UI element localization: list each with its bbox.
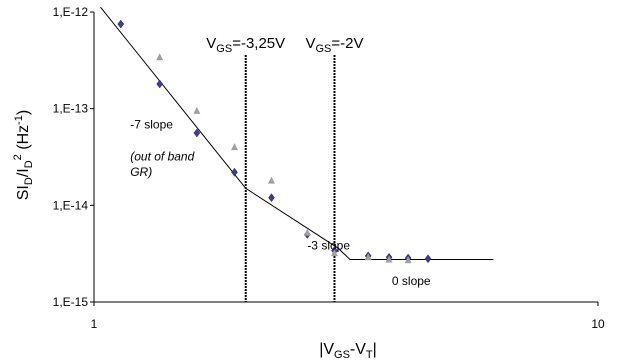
slope-annotation: -7 slope [130,118,173,132]
vertical-markers: VGS=-3,25V VGS=-2V [206,35,363,302]
x-tick-label: 1 [91,317,98,331]
triangle-point [268,176,275,184]
diamond-point [193,128,201,138]
triangle-point [364,253,372,261]
x-tick-label: 10 [591,317,605,331]
y-tick-label: 1,E-13 [53,102,89,116]
triangle-point [156,53,164,61]
data-points [117,19,432,264]
slope-annotation: (out of band [130,150,194,164]
y-tick-label: 1,E-15 [53,295,89,309]
triangle-point [193,106,201,114]
triangle-point [303,228,311,236]
triangle-point [330,249,338,257]
triangle-point [404,256,412,264]
vgs-marker-label: VGS=-3,25V [206,35,285,55]
y-axis-label: SID/ID2 (Hz-1) [12,110,35,200]
tick-labels: 1,E-12 1,E-13 1,E-14 1,E-151 10 [53,5,605,331]
diamond-point [424,254,432,264]
slope-annotation: 0 slope [392,274,431,288]
triangle-point [385,255,393,263]
diamond-point [268,193,275,203]
y-tick-label: 1,E-12 [53,5,89,19]
slope-annotation: GR) [130,165,152,179]
x-axis-label: |VGS-VT| [319,341,377,360]
y-tick-label: 1,E-14 [53,198,89,212]
diamond-point [156,79,164,89]
slope-annotation: -3 slope [307,238,350,252]
diamond-point [117,19,125,29]
vgs-marker-label: VGS=-2V [305,35,363,55]
diamond-point [231,167,238,177]
fit-line [100,6,494,260]
plot-area [93,12,598,303]
fit-line-group [100,6,494,260]
triangle-point [230,143,238,151]
